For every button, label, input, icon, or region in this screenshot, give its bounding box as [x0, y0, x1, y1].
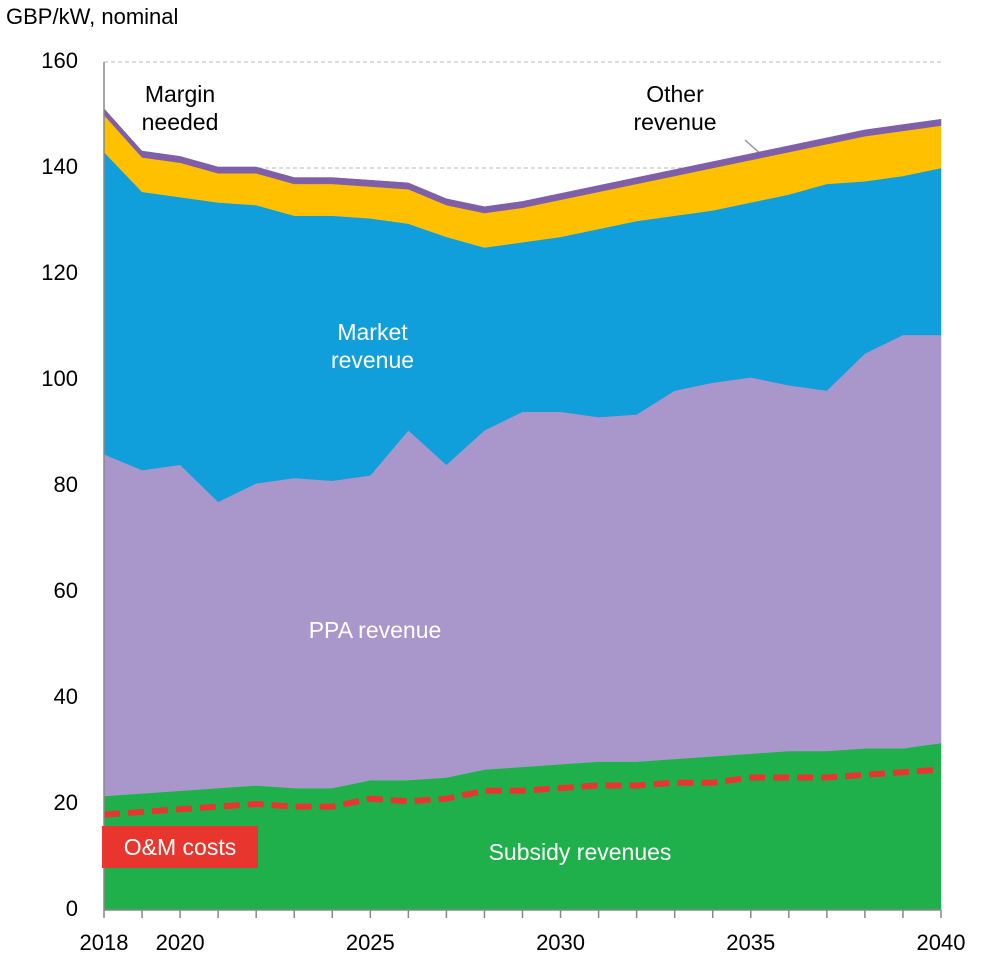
- y-tick-label: 60: [54, 578, 78, 603]
- line: [103, 766, 942, 818]
- y-tick-label: 40: [54, 684, 78, 709]
- y-tick-label: 160: [41, 48, 78, 73]
- series-label: Margin needed: [141, 81, 219, 135]
- y-tick-label: 20: [54, 790, 78, 815]
- x-tick-label: 2018: [80, 930, 129, 955]
- series-label: Other revenue: [633, 81, 717, 135]
- y-tick-label: 140: [41, 154, 78, 179]
- x-tick-label: 2020: [156, 930, 205, 955]
- y-tick-label: 0: [66, 896, 78, 921]
- series-label: Market revenue: [330, 319, 415, 373]
- series-label: O&M costs: [102, 826, 258, 868]
- area: [103, 107, 942, 214]
- areas: [103, 107, 942, 911]
- y-tick-label: 100: [41, 366, 78, 391]
- series-label: Subsidy revenues: [488, 839, 672, 865]
- x-tick-label: 2025: [346, 930, 395, 955]
- y-axis-label: GBP/kW, nominal: [6, 4, 178, 29]
- y-tick-label: 80: [54, 472, 78, 497]
- x-tick-label: 2040: [917, 930, 966, 955]
- x-tick-label: 2035: [726, 930, 775, 955]
- y-tick-label: 120: [41, 260, 78, 285]
- series-label: PPA revenue: [308, 617, 442, 643]
- x-tick-label: 2030: [536, 930, 585, 955]
